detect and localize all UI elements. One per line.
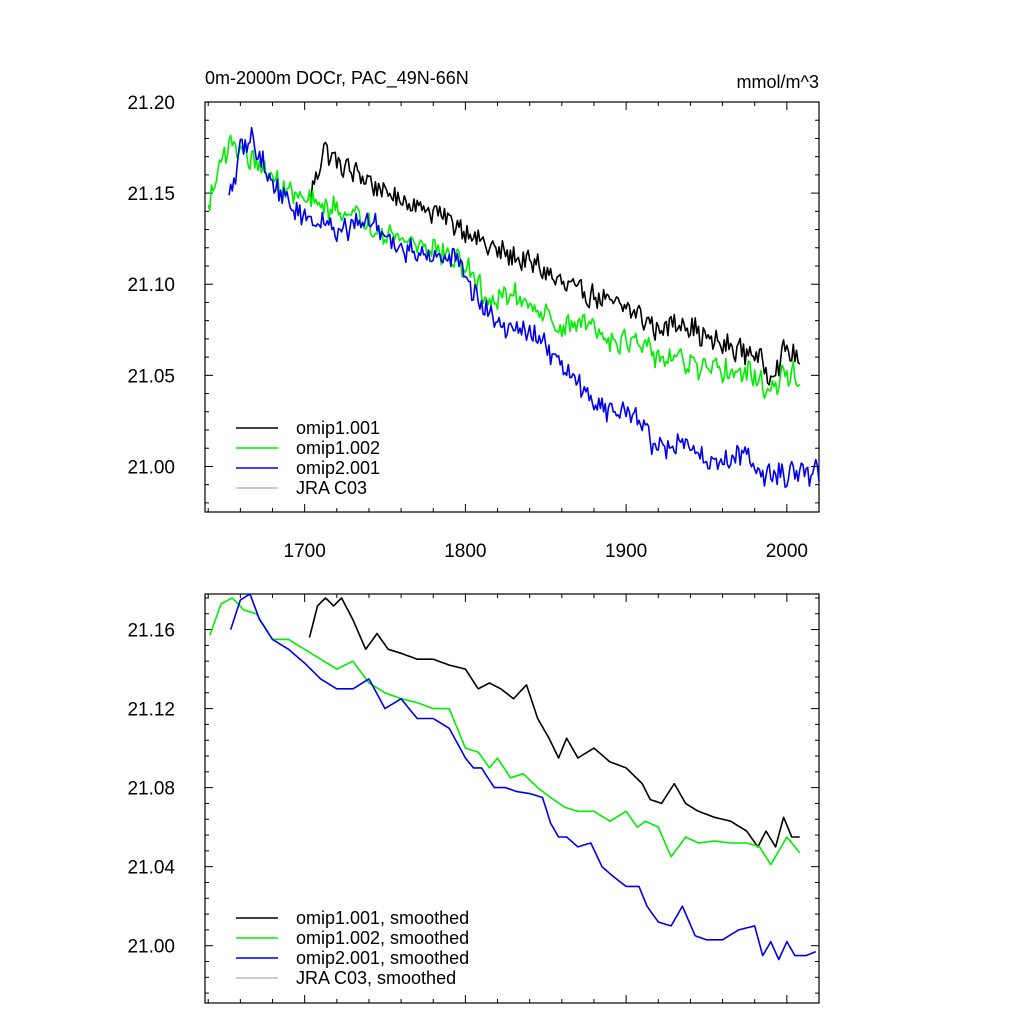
legend-label: JRA C03, smoothed bbox=[296, 968, 456, 988]
plot-frame bbox=[204, 101, 820, 513]
legend-label: omip1.002 bbox=[296, 438, 380, 458]
y-tick-label: 21.00 bbox=[127, 457, 175, 478]
legend-label: omip1.002, smoothed bbox=[296, 928, 469, 948]
x-tick-label: 1900 bbox=[605, 541, 647, 562]
y-tick-label: 21.05 bbox=[127, 366, 175, 387]
x-tick-label: 1800 bbox=[444, 541, 486, 562]
series-line-omip1-001-smoothed bbox=[308, 597, 800, 848]
y-tick-label: 21.08 bbox=[127, 779, 175, 800]
series-line-omip1-002 bbox=[207, 134, 801, 400]
legend-label: omip1.001, smoothed bbox=[296, 908, 469, 928]
series-line-omip1-001 bbox=[309, 141, 801, 386]
y-tick-label: 21.10 bbox=[127, 275, 175, 296]
x-tick-label: 2000 bbox=[766, 541, 808, 562]
top-chart-title: 0m-2000m DOCr, PAC_49N-66N bbox=[205, 68, 469, 89]
legend-label: omip1.001 bbox=[296, 418, 380, 438]
legend-label: omip2.001, smoothed bbox=[296, 948, 469, 968]
bottom-panel: 21.00 21.04 21.08 21.12 21.16 omip1.001, smoo… bbox=[127, 593, 820, 1004]
top-panel: 21.00 21.05 21.10 21.15 21.20 1700 1800 1900 200… bbox=[127, 93, 820, 562]
top-chart-units: mmol/m^3 bbox=[737, 72, 819, 92]
series-line-omip2-001-smoothed bbox=[229, 593, 817, 961]
y-tick-label: 21.12 bbox=[127, 700, 175, 721]
y-tick-label: 21.20 bbox=[127, 93, 175, 114]
legend-label: omip2.001 bbox=[296, 458, 380, 478]
y-tick-label: 21.16 bbox=[127, 621, 175, 642]
y-tick-label: 21.15 bbox=[127, 184, 175, 205]
y-tick-label: 21.04 bbox=[127, 858, 175, 879]
plot-frame bbox=[204, 593, 820, 1004]
legend-label: JRA C03 bbox=[296, 478, 367, 498]
series-line-omip1-002-smoothed bbox=[209, 597, 801, 866]
y-tick-label: 21.00 bbox=[127, 937, 175, 958]
x-tick-label: 1700 bbox=[284, 541, 326, 562]
series-line-omip2-001 bbox=[228, 126, 820, 489]
